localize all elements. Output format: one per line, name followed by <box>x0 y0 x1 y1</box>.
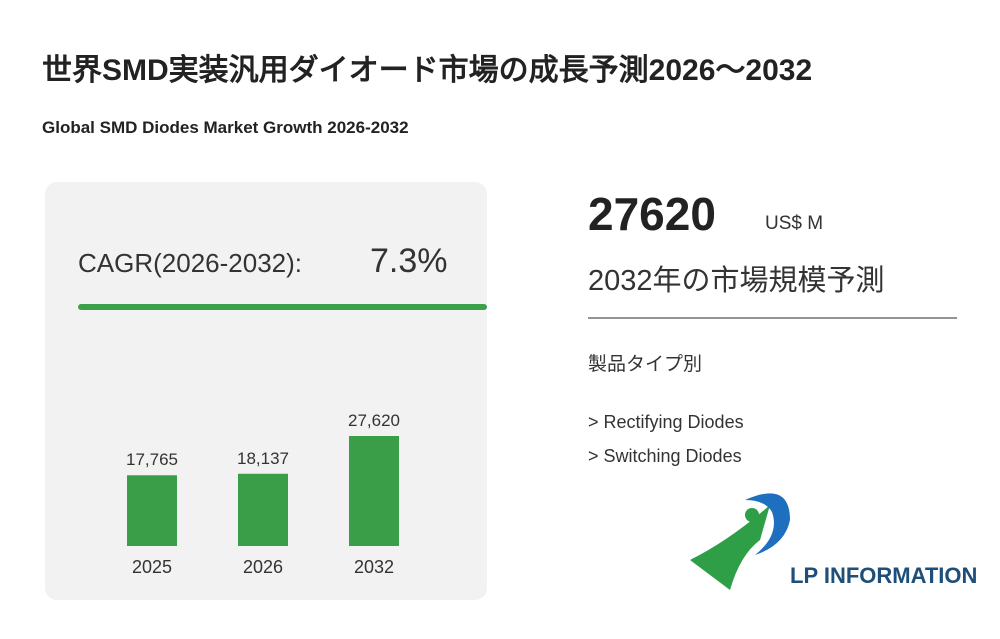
value-label: 17,765 <box>126 450 178 469</box>
value-label: 27,620 <box>348 411 400 430</box>
x-tick-label: 2026 <box>243 557 283 577</box>
cagr-value: 7.3% <box>370 242 448 280</box>
subtitle: Global SMD Diodes Market Growth 2026-203… <box>42 118 409 137</box>
segment-item: > Rectifying Diodes <box>588 412 744 432</box>
logo-dot <box>745 508 759 522</box>
headline-value: 27620 <box>588 188 716 240</box>
x-tick-label: 2025 <box>132 557 172 577</box>
bar <box>238 473 288 546</box>
title: 世界SMD実装汎用ダイオード市場の成長予測2026～2032 <box>42 53 812 87</box>
logo-text: LP INFORMATION <box>790 563 977 588</box>
bar-chart: 17,765 2025 18,137 2026 27,620 2032 <box>126 411 400 577</box>
bar <box>127 475 177 546</box>
headline-caption: 2032年の市場規模予測 <box>588 264 885 297</box>
headline-unit: US$ M <box>765 213 823 234</box>
segment-item: > Switching Diodes <box>588 446 742 466</box>
bar <box>349 436 399 546</box>
segments-heading: 製品タイプ別 <box>588 353 702 375</box>
x-tick-label: 2032 <box>354 557 394 577</box>
cagr-label: CAGR(2026-2032): <box>78 248 302 278</box>
logo-arc <box>745 493 790 555</box>
cagr-bar <box>78 304 487 310</box>
logo: LP INFORMATION <box>690 493 977 590</box>
logo-swoosh <box>690 505 770 590</box>
value-label: 18,137 <box>237 449 289 468</box>
